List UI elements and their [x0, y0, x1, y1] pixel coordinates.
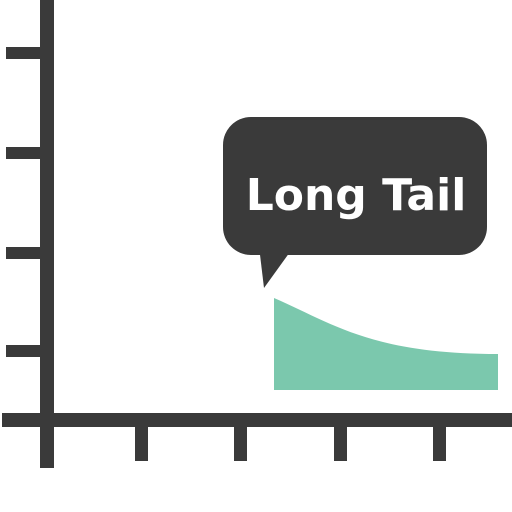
- long-tail-area: [274, 298, 498, 390]
- x-axis-tick: [234, 413, 247, 461]
- y-axis-tick: [6, 345, 54, 357]
- x-axis-tick: [334, 413, 347, 461]
- y-axis-tick: [6, 47, 54, 59]
- callout-bubble-pointer: [258, 238, 300, 288]
- y-axis-tick: [6, 147, 54, 159]
- y-axis: [40, 0, 54, 468]
- x-axis-tick: [135, 413, 148, 461]
- callout-bubble-body: [223, 117, 487, 255]
- callout-bubble: Long Tail: [223, 117, 487, 288]
- y-axis-tick: [6, 247, 54, 259]
- x-axis: [2, 413, 512, 427]
- callout-label: Long Tail: [246, 170, 467, 221]
- x-axis-tick: [433, 413, 446, 461]
